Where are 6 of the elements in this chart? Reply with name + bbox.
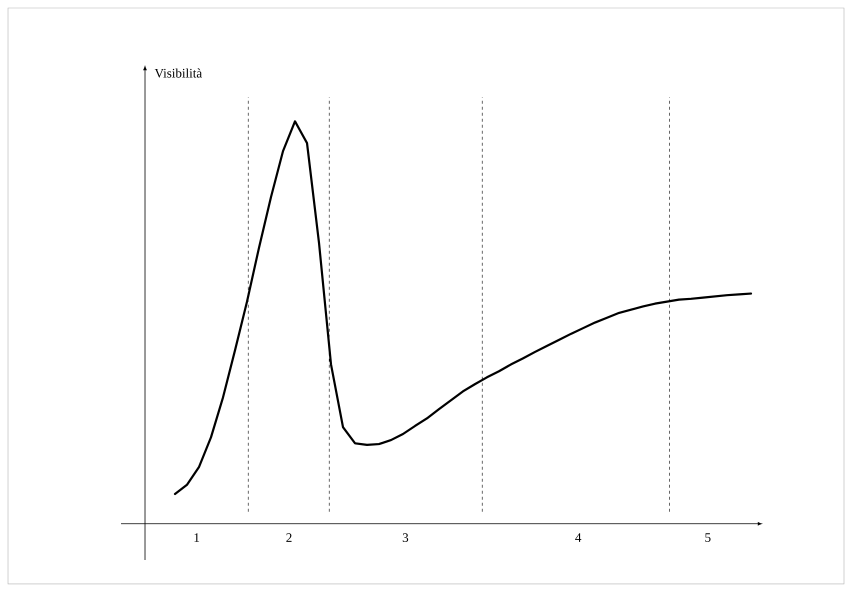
text: 1 xyxy=(194,533,200,542)
text: 2 xyxy=(286,533,292,542)
text: 5 xyxy=(705,533,711,542)
text: 3 xyxy=(402,533,408,542)
y-axis-title: Visibilità xyxy=(154,68,202,78)
text: 4 xyxy=(575,533,582,542)
